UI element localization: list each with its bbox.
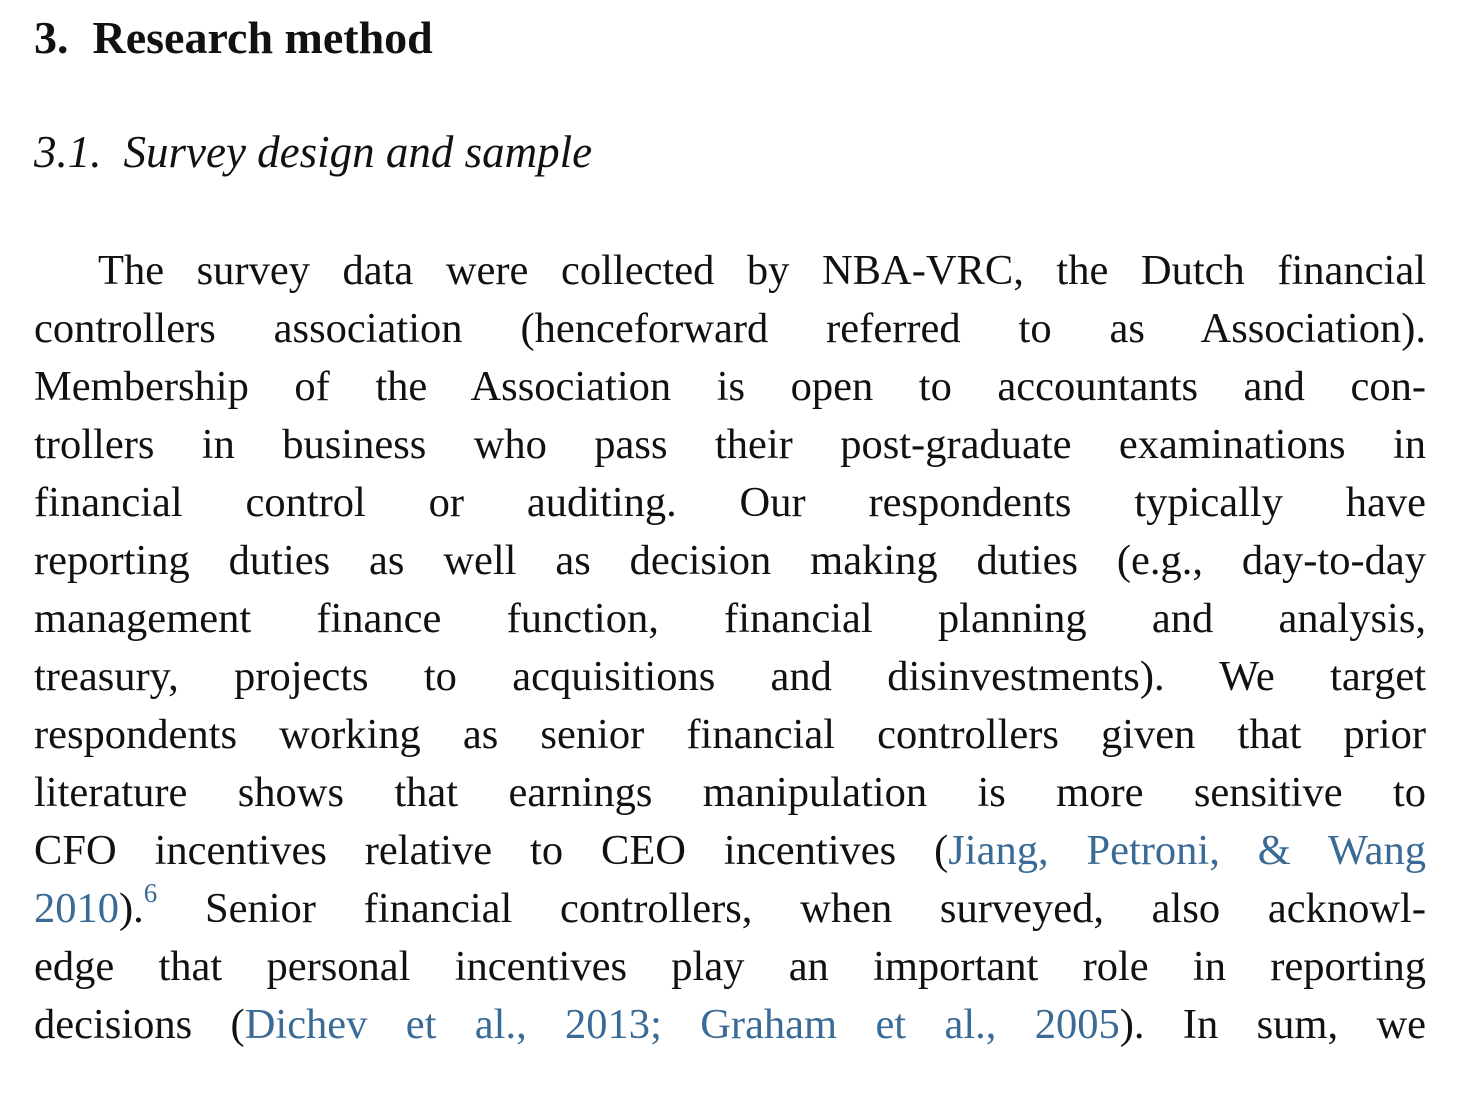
line-text: ). In sum, we xyxy=(1119,1001,1427,1048)
paragraph-line: The survey data were collected by NBA-VR… xyxy=(98,247,1426,294)
citation-link-jiang-2010-year[interactable]: 2010 xyxy=(34,885,119,932)
paragraph-line: treasury, projects to acquisitions and d… xyxy=(34,653,1426,700)
citation-link-jiang-2010[interactable]: Jiang, Petroni, & Wang xyxy=(948,827,1426,874)
citation-separator: ; xyxy=(650,1001,701,1048)
citation-link-dichev-2013[interactable]: Dichev et al., 2013 xyxy=(244,1001,651,1048)
line-text: ). xyxy=(119,885,144,932)
paragraph-line: management finance function, financial p… xyxy=(34,595,1426,642)
section-heading: 3. Research method xyxy=(34,10,433,66)
footnote-marker[interactable]: 6 xyxy=(143,878,158,908)
paragraph-line: financial control or auditing. Our respo… xyxy=(34,479,1426,526)
line-text: CFO incentives relative to CEO incentive… xyxy=(34,827,949,874)
paragraph-line: 2010).6 Senior financial controllers, wh… xyxy=(34,880,1426,938)
paragraph-line: edge that personal incentives play an im… xyxy=(34,943,1426,990)
paragraph-line: Membership of the Association is open to… xyxy=(34,363,1426,410)
subsection-number: 3.1. xyxy=(34,127,102,177)
paragraph-line: trollers in business who pass their post… xyxy=(34,421,1426,468)
section-number: 3. xyxy=(34,12,69,63)
paragraph-line: controllers association (henceforward re… xyxy=(34,305,1426,352)
citation-link-graham-2005[interactable]: Graham et al., 2005 xyxy=(700,1001,1120,1048)
paragraph-line: reporting duties as well as decision mak… xyxy=(34,537,1426,584)
subsection-title: Survey design and sample xyxy=(123,127,593,177)
body-paragraph: The survey data were collected by NBA-VR… xyxy=(34,242,1426,1054)
line-text: decisions ( xyxy=(34,1001,245,1048)
paragraph-line: respondents working as senior financial … xyxy=(34,711,1426,758)
section-title: Research method xyxy=(92,12,433,63)
paragraph-line: decisions (Dichev et al., 2013; Graham e… xyxy=(34,996,1426,1054)
subsection-heading: 3.1. Survey design and sample xyxy=(34,124,592,180)
paragraph-line: CFO incentives relative to CEO incentive… xyxy=(34,822,1426,880)
line-text: Senior financial controllers, when surve… xyxy=(157,885,1426,932)
paragraph-line: literature shows that earnings manipulat… xyxy=(34,769,1426,816)
